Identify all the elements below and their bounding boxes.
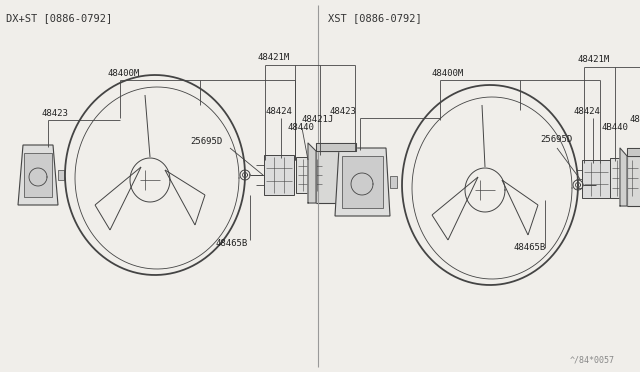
Polygon shape [627, 148, 640, 156]
Bar [296, 157, 324, 193]
Polygon shape [620, 148, 627, 206]
Polygon shape [335, 148, 390, 216]
Text: DX+ST [0886-0792]: DX+ST [0886-0792] [6, 13, 112, 23]
Text: 48423: 48423 [330, 108, 357, 116]
Text: 25695D: 25695D [540, 135, 572, 144]
Text: 48400M: 48400M [432, 68, 464, 77]
Text: 48465B: 48465B [514, 244, 547, 253]
Text: 48424: 48424 [265, 108, 292, 116]
Text: 25695D: 25695D [190, 138, 222, 147]
Bar [316, 151, 356, 203]
Bar [342, 156, 383, 208]
Bar [627, 156, 640, 206]
Polygon shape [308, 143, 316, 203]
Bar [582, 160, 610, 198]
Bar [264, 155, 294, 195]
Text: 48429M: 48429M [630, 115, 640, 125]
Text: 48400M: 48400M [108, 68, 140, 77]
Bar [390, 176, 397, 188]
Text: 48440: 48440 [288, 124, 315, 132]
Polygon shape [316, 143, 356, 151]
Text: 48423: 48423 [42, 109, 69, 118]
Bar [24, 153, 52, 197]
Polygon shape [18, 145, 58, 205]
Text: 4B440: 4B440 [602, 124, 629, 132]
Bar [610, 158, 640, 198]
Text: ^/84*0057: ^/84*0057 [570, 356, 615, 365]
Text: 48421M: 48421M [577, 55, 609, 64]
Text: XST [0886-0792]: XST [0886-0792] [328, 13, 422, 23]
Text: 48421J: 48421J [302, 115, 334, 125]
Bar [58, 170, 64, 180]
Text: 48424: 48424 [573, 108, 600, 116]
Text: 48421M: 48421M [258, 52, 291, 61]
Text: 48465B: 48465B [215, 240, 247, 248]
